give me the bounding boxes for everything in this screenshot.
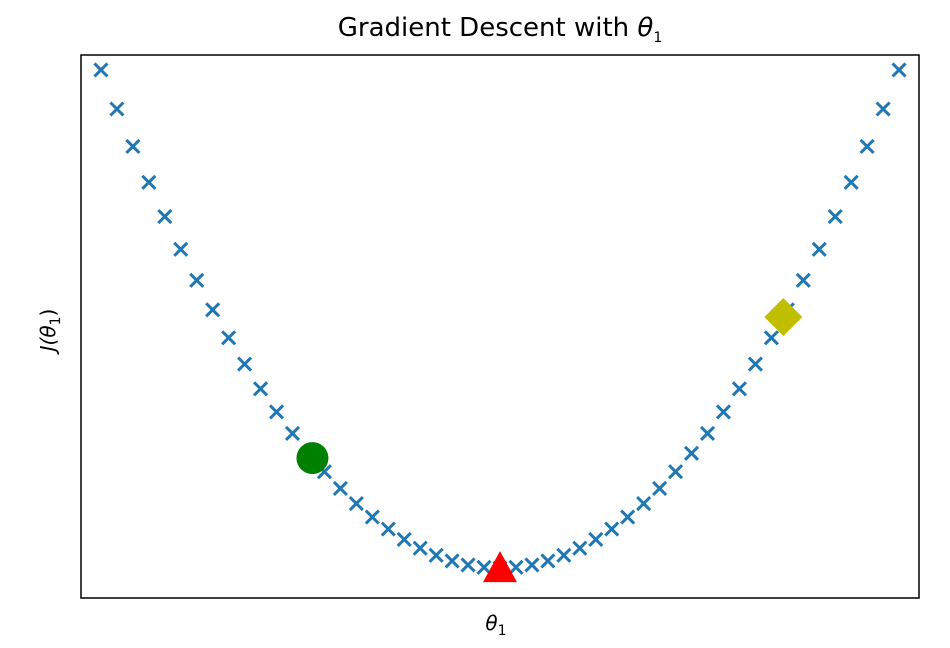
data-point-x-marker: [763, 330, 779, 346]
x-axis-label: θ1: [485, 611, 506, 639]
data-point-x-marker: [380, 521, 396, 537]
data-point-x-marker: [364, 509, 380, 525]
data-point-x-marker: [604, 521, 620, 537]
data-point-x-marker: [253, 381, 269, 397]
data-point-x-marker: [572, 540, 588, 556]
y-axis-label-suffix: ): [36, 309, 60, 317]
data-point-x-marker: [476, 559, 492, 575]
x-axis-label-subscript: 1: [498, 623, 507, 639]
data-point-x-marker: [157, 209, 173, 225]
data-point-x-marker: [683, 445, 700, 461]
y-axis-label-prefix: J(: [36, 336, 60, 355]
minimum-triangle-marker: [483, 551, 517, 583]
data-point-x-marker: [268, 404, 285, 420]
data-point-x-marker: [348, 495, 364, 512]
data-point-x-marker: [508, 559, 524, 575]
data-point-x-marker: [460, 557, 476, 573]
data-point-x-marker: [237, 356, 253, 372]
data-point-x-marker: [715, 404, 732, 420]
data-point-x-marker: [731, 381, 747, 397]
data-point-x-marker: [173, 241, 189, 257]
data-point-x-marker: [412, 540, 428, 556]
data-point-x-marker: [588, 531, 604, 547]
chart-title-symbol: θ: [637, 13, 653, 43]
data-point-x-marker: [699, 425, 716, 441]
chart-title-text: Gradient Descent with: [338, 13, 638, 43]
data-point-x-marker: [221, 330, 237, 346]
y-axis-label-symbol: θ: [36, 325, 60, 337]
data-point-x-marker: [428, 547, 444, 563]
data-point-x-marker: [284, 425, 301, 441]
data-point-x-marker: [189, 272, 205, 288]
data-point-x-marker: [125, 138, 141, 155]
data-point-x-marker: [636, 495, 652, 512]
x-axis-label-symbol: θ: [485, 611, 497, 635]
data-point-x-marker: [141, 174, 157, 190]
data-point-x-marker: [109, 101, 125, 117]
data-point-x-marker: [652, 480, 668, 496]
data-point-x-marker: [891, 62, 907, 78]
data-point-x-marker: [205, 302, 221, 318]
data-point-x-marker: [620, 509, 636, 525]
data-point-x-marker: [843, 174, 859, 190]
data-point-x-marker: [540, 553, 556, 569]
data-point-x-marker: [811, 241, 827, 257]
plot-area: [93, 62, 907, 583]
data-point-x-marker: [444, 553, 460, 569]
data-point-x-marker: [332, 480, 348, 496]
y-axis-label: J(θ1): [36, 309, 64, 356]
data-point-x-marker: [795, 272, 811, 288]
y-axis-label-subscript: 1: [48, 316, 64, 325]
data-point-x-marker: [524, 557, 540, 573]
data-point-x-marker: [875, 101, 891, 117]
data-point-x-marker: [747, 356, 763, 372]
axes-frame: [80, 54, 920, 599]
data-point-x-marker: [859, 138, 875, 155]
data-point-x-marker: [827, 209, 843, 225]
data-point-x-marker: [556, 547, 572, 563]
chart-title-subscript: 1: [653, 30, 662, 46]
start-point-circle-marker: [296, 442, 329, 475]
data-point-x-marker: [93, 62, 109, 78]
start-point-diamond-marker: [764, 297, 803, 336]
data-point-x-marker: [396, 531, 412, 547]
data-point-x-marker: [668, 464, 684, 480]
chart-title: Gradient Descent with θ1: [338, 13, 663, 46]
